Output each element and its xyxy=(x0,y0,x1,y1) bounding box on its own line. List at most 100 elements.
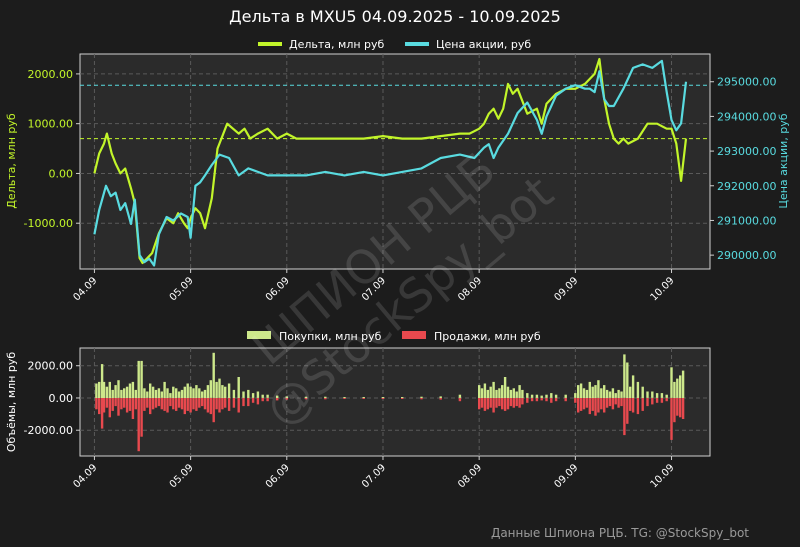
buy-bar xyxy=(579,383,583,398)
buy-bar xyxy=(128,383,132,398)
sell-bar xyxy=(641,398,644,411)
buy-bar xyxy=(498,388,501,398)
sell-bar xyxy=(215,398,218,410)
buy-bar xyxy=(512,388,515,398)
sell-bar xyxy=(180,398,184,410)
sell-bar xyxy=(665,398,668,402)
sell-bar xyxy=(521,398,524,405)
sell-bar xyxy=(458,398,462,402)
buy-bar xyxy=(146,391,149,398)
left-tick-label: 0.00 xyxy=(49,167,74,180)
buy-bar xyxy=(131,381,135,398)
sell-bar xyxy=(498,398,501,407)
sell-bar xyxy=(574,398,577,403)
buy-bar xyxy=(631,375,635,398)
buy-bar xyxy=(458,394,462,398)
buy-bar xyxy=(608,391,612,398)
sell-bar xyxy=(681,398,685,419)
sell-bar xyxy=(183,398,186,415)
sell-bar xyxy=(478,398,481,410)
buy-bar xyxy=(180,389,184,398)
buy-bar xyxy=(478,385,481,398)
sell-bar xyxy=(646,398,649,407)
sell-bar xyxy=(114,398,117,407)
sell-bar xyxy=(545,398,548,402)
sell-bar xyxy=(501,398,504,410)
buy-bar xyxy=(526,393,529,398)
sell-bar xyxy=(177,398,181,408)
right-tick-label: 290000.00 xyxy=(717,249,777,262)
sell-bar xyxy=(157,398,161,407)
buy-bar xyxy=(489,386,492,398)
right-tick-label: 292000.00 xyxy=(717,180,777,193)
y-tick-label: 0.00 xyxy=(49,392,74,405)
buy-bar xyxy=(111,389,114,398)
sell-bar xyxy=(195,398,198,411)
y-tick-label: -2000.00 xyxy=(24,424,73,437)
buy-bar xyxy=(655,393,659,398)
sell-bar xyxy=(503,398,507,411)
sell-bar xyxy=(154,398,158,408)
buy-bar xyxy=(232,389,236,398)
sell-bar xyxy=(631,398,635,413)
top-plot-area xyxy=(79,53,711,270)
top-legend: Дельта, млн руб Цена акции, руб xyxy=(258,38,531,51)
right-tick-label: 293000.00 xyxy=(717,145,777,158)
sell-bar xyxy=(149,398,152,415)
buy-bar xyxy=(681,370,685,398)
sell-bar xyxy=(198,398,201,408)
price-line xyxy=(93,59,688,267)
sell-bar xyxy=(550,398,553,403)
sell-bar xyxy=(579,398,583,411)
sell-bar xyxy=(232,398,236,408)
buy-bar xyxy=(163,381,166,398)
sell-bar xyxy=(518,398,521,408)
sell-bar xyxy=(605,398,609,408)
sell-bar xyxy=(512,398,515,408)
sell-bar xyxy=(175,398,178,411)
buy-bar xyxy=(591,386,594,398)
buy-bar xyxy=(651,391,654,398)
sell-bar xyxy=(143,398,146,411)
sell-bar xyxy=(439,398,442,400)
buy-bar xyxy=(149,383,152,398)
sell-bar xyxy=(95,398,98,410)
legend-swatch-sells xyxy=(402,331,426,339)
sell-bar xyxy=(620,398,623,407)
buy-bar xyxy=(100,364,104,398)
left-axis-label: Дельта, млн руб xyxy=(5,113,18,209)
legend-label-price: Цена акции, руб xyxy=(436,38,531,51)
buy-bar xyxy=(439,396,442,398)
buy-bar xyxy=(626,362,629,398)
right-tick-label: 291000.00 xyxy=(717,214,777,227)
sell-bar xyxy=(160,398,163,410)
buy-bar xyxy=(140,360,143,398)
sell-bar xyxy=(540,398,543,401)
sell-bar xyxy=(151,398,155,410)
sell-bar xyxy=(509,398,513,407)
sell-bar xyxy=(111,398,114,411)
buy-bar xyxy=(151,386,155,398)
sell-bar xyxy=(237,398,240,413)
volume-bars xyxy=(95,352,685,452)
sell-bar xyxy=(163,398,166,411)
bottom-y-ticks: -2000.00 0.00 2000.00 xyxy=(24,360,80,437)
sell-bar xyxy=(535,398,539,402)
sell-bar xyxy=(125,398,129,413)
buy-bar xyxy=(629,386,632,398)
buy-bar xyxy=(597,380,600,398)
sell-bar xyxy=(480,398,484,408)
sell-bar xyxy=(251,398,255,403)
buy-bar xyxy=(506,386,510,398)
buy-bar xyxy=(480,388,484,398)
sell-bar xyxy=(285,398,288,400)
buy-bar xyxy=(137,360,140,398)
sell-bar xyxy=(108,398,111,418)
buy-bar xyxy=(492,381,495,398)
sell-bar xyxy=(102,398,106,413)
sell-bar xyxy=(324,398,327,400)
sell-bar xyxy=(140,398,143,437)
sell-bar xyxy=(261,398,264,402)
buy-bar xyxy=(483,383,487,398)
chart-title: Дельта в MXU5 04.09.2025 - 10.09.2025 xyxy=(229,7,561,26)
